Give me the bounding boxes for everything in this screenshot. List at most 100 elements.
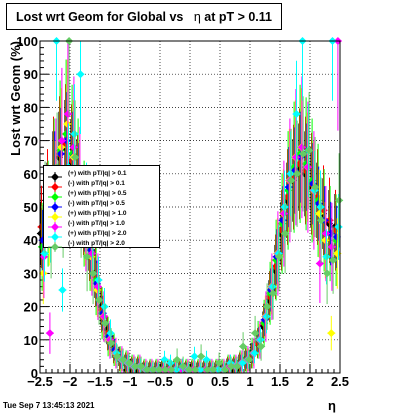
title-main: Lost wrt Geom for Global vs <box>16 10 184 24</box>
y-tick-label: 90 <box>24 67 38 82</box>
legend-marker <box>48 179 62 192</box>
legend: (+) with pT/|q| > 0.1 (-) with pT/|q| > 0… <box>43 165 160 252</box>
data-point <box>323 269 332 278</box>
y-tick-label: 70 <box>24 134 38 149</box>
data-point <box>317 216 326 225</box>
data-point <box>321 236 330 245</box>
data-point <box>214 365 223 374</box>
data-point <box>227 362 236 371</box>
x-axis-label: η <box>328 398 336 413</box>
legend-marker <box>48 169 62 182</box>
legend-marker <box>48 239 62 252</box>
legend-marker <box>48 199 62 212</box>
y-tick-label: 50 <box>24 200 38 215</box>
data-point <box>143 365 152 374</box>
legend-entry: (+) with pT/|q| > 0.5 <box>44 189 159 202</box>
data-point <box>197 352 206 361</box>
data-point <box>269 289 278 298</box>
legend-entry: (-) with pT/|q| > 2.0 <box>44 239 159 252</box>
legend-label: (+) with pT/|q| > 0.5 <box>68 190 127 197</box>
x-tick-label: −2 <box>63 374 78 389</box>
data-point <box>286 169 295 178</box>
y-tick-label: 40 <box>24 233 38 248</box>
data-point <box>316 203 325 211</box>
data-point <box>327 242 336 251</box>
legend-entry: (+) with pT/|q| > 0.1 <box>44 169 159 182</box>
x-tick-label: 2.5 <box>331 374 349 389</box>
data-point <box>69 143 78 152</box>
legend-label: (-) with pT/|q| > 2.0 <box>68 240 125 247</box>
chart-title: Lost wrt Geom for Global vs η at pT > 0.… <box>7 4 281 31</box>
data-point <box>209 365 218 374</box>
legend-label: (-) with pT/|q| > 1.0 <box>68 220 125 227</box>
data-point <box>56 149 65 158</box>
data-point <box>291 153 300 162</box>
data-point <box>221 365 230 374</box>
data-point <box>70 129 79 138</box>
data-point <box>125 359 134 368</box>
data-point <box>287 176 296 185</box>
plot-frame <box>39 40 341 374</box>
data-point <box>119 355 128 364</box>
data-point <box>321 229 330 238</box>
data-point <box>333 249 342 258</box>
data-point <box>173 355 182 364</box>
x-tick-label: 2 <box>306 374 313 389</box>
x-tick-label: 0.5 <box>211 374 229 389</box>
data-point <box>94 276 103 285</box>
y-tick-label: 30 <box>24 266 38 281</box>
legend-entry: (+) with pT/|q| > 2.0 <box>44 229 159 242</box>
legend-label: (+) with pT/|q| > 0.1 <box>68 170 127 177</box>
series-8 <box>41 37 344 374</box>
title-eta: η <box>193 10 201 24</box>
legend-marker <box>48 209 62 222</box>
legend-marker <box>48 189 62 202</box>
data-point <box>149 365 158 374</box>
data-point <box>303 163 312 172</box>
y-tick-label: 60 <box>24 167 38 182</box>
data-point <box>311 183 320 192</box>
y-tick-label: 100 <box>16 34 38 49</box>
data-point <box>305 146 314 155</box>
x-tick-label: −2.5 <box>27 374 53 389</box>
data-point <box>161 365 170 374</box>
data-point <box>179 362 188 371</box>
legend-entry: (-) with pT/|q| > 0.1 <box>44 179 159 192</box>
data-point <box>268 282 277 291</box>
data-point <box>185 365 194 374</box>
data-point <box>292 110 301 119</box>
legend-label: (+) with pT/|q| > 2.0 <box>68 230 127 237</box>
legend-marker <box>48 219 62 232</box>
data-point <box>315 259 324 268</box>
y-tick-label: 80 <box>24 100 38 115</box>
data-point <box>167 365 176 374</box>
legend-entry: (+) with pT/|q| > 1.0 <box>44 209 159 222</box>
legend-entry: (-) with pT/|q| > 0.5 <box>44 199 159 212</box>
data-point <box>299 149 308 158</box>
data-point <box>191 365 200 374</box>
data-point <box>57 136 66 145</box>
data-point <box>203 365 212 374</box>
x-tick-label: 1 <box>246 374 253 389</box>
legend-marker <box>48 229 62 242</box>
y-tick-label: 20 <box>24 300 38 315</box>
data-point <box>131 362 140 371</box>
legend-entry: (-) with pT/|q| > 1.0 <box>44 219 159 232</box>
data-point <box>101 319 110 328</box>
data-point <box>63 120 72 128</box>
data-point <box>263 302 272 311</box>
data-point <box>155 365 164 374</box>
data-point <box>87 249 96 258</box>
data-point <box>160 355 169 364</box>
data-point <box>238 359 247 368</box>
data-point <box>83 252 92 261</box>
data-point <box>279 209 288 218</box>
data-point <box>322 252 331 261</box>
data-point <box>257 342 266 351</box>
data-point <box>275 252 284 261</box>
data-point <box>262 312 271 321</box>
data-point <box>89 269 98 278</box>
data-point <box>45 329 54 338</box>
data-point <box>100 302 109 311</box>
